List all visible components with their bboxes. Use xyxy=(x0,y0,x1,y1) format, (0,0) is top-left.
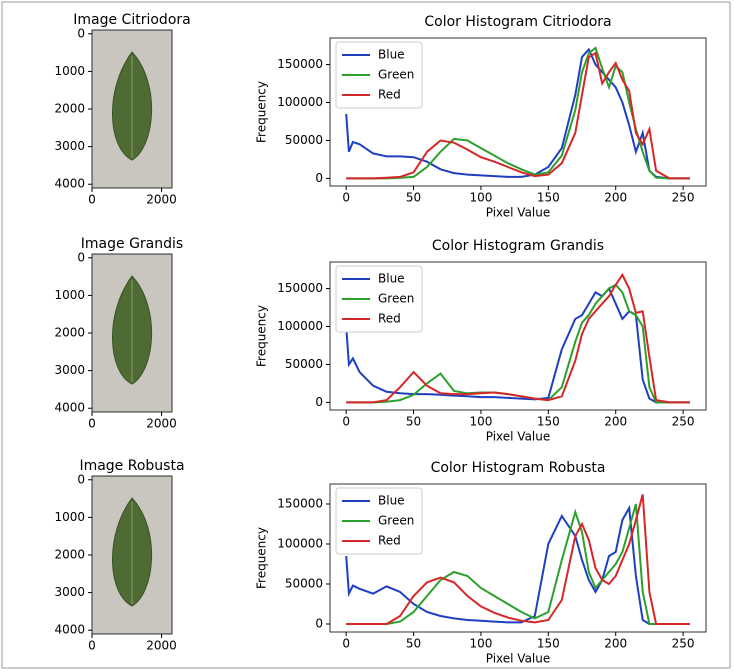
chart-title: Color Histogram Citriodora xyxy=(424,14,611,30)
x-tick-label: 200 xyxy=(604,191,627,205)
x-tick-label: 0 xyxy=(88,639,96,653)
y-tick-label: 50000 xyxy=(285,133,323,147)
y-tick-label: 0 xyxy=(77,250,85,264)
legend-label: Blue xyxy=(378,48,405,62)
y-tick-label: 1000 xyxy=(54,510,85,524)
axes-frame xyxy=(329,261,707,411)
y-tick-label: 0 xyxy=(77,472,85,486)
legend-label: Red xyxy=(378,534,401,548)
y-tick-label: 0 xyxy=(315,171,323,185)
x-tick-label: 50 xyxy=(406,415,421,429)
legend-label: Blue xyxy=(378,272,405,286)
y-tick-label: 2000 xyxy=(54,102,85,116)
chart-title: Color Histogram Grandis xyxy=(432,238,604,254)
y-tick-label: 3000 xyxy=(54,585,85,599)
x-axis-label: Pixel Value xyxy=(486,652,551,666)
x-tick-label: 50 xyxy=(406,637,421,651)
y-tick-label: 3000 xyxy=(54,363,85,377)
y-tick-label: 1000 xyxy=(54,288,85,302)
series-line xyxy=(346,494,690,625)
axes-frame xyxy=(329,483,707,633)
x-tick-label: 0 xyxy=(88,193,96,207)
image-title: Image Citriodora xyxy=(73,12,190,28)
y-tick-label: 4000 xyxy=(54,623,85,637)
x-tick-label: 200 xyxy=(604,415,627,429)
legend-box xyxy=(335,265,423,333)
x-tick-label: 0 xyxy=(342,637,350,651)
x-tick-label: 0 xyxy=(88,417,96,431)
x-tick-label: 250 xyxy=(672,191,695,205)
y-tick-label: 1000 xyxy=(54,64,85,78)
series-line xyxy=(345,47,690,180)
legend-label: Blue xyxy=(378,494,405,508)
x-tick-label: 150 xyxy=(537,191,560,205)
y-tick-label: 150000 xyxy=(277,497,323,511)
series-line xyxy=(346,51,690,180)
series-line xyxy=(346,272,690,404)
y-tick-label: 50000 xyxy=(285,577,323,591)
x-tick-label: 0 xyxy=(342,415,350,429)
x-tick-label: 100 xyxy=(469,191,492,205)
y-tick-label: 100000 xyxy=(277,537,323,551)
y-tick-label: 0 xyxy=(77,26,85,40)
x-tick-label: 100 xyxy=(469,415,492,429)
y-tick-label: 3000 xyxy=(54,139,85,153)
y-tick-label: 2000 xyxy=(54,548,85,562)
y-tick-label: 150000 xyxy=(277,281,323,295)
legend-box xyxy=(335,487,423,555)
x-tick-label: 50 xyxy=(406,191,421,205)
y-axis-label: Frequency xyxy=(255,305,269,367)
x-axis-label: Pixel Value xyxy=(486,206,551,220)
x-tick-label: 250 xyxy=(672,415,695,429)
x-tick-label: 250 xyxy=(672,637,695,651)
chart-title: Color Histogram Robusta xyxy=(431,460,606,476)
x-tick-label: 2000 xyxy=(146,639,177,653)
y-axis-label: Frequency xyxy=(255,81,269,143)
y-tick-label: 2000 xyxy=(54,326,85,340)
legend-box xyxy=(335,41,423,109)
axes-frame xyxy=(329,37,707,187)
y-tick-label: 50000 xyxy=(285,357,323,371)
x-tick-label: 0 xyxy=(342,191,350,205)
x-tick-label: 100 xyxy=(469,637,492,651)
y-tick-label: 100000 xyxy=(277,95,323,109)
legend-label: Red xyxy=(378,312,401,326)
image-title: Image Robusta xyxy=(79,458,184,474)
x-tick-label: 2000 xyxy=(146,417,177,431)
x-tick-label: 150 xyxy=(537,637,560,651)
y-tick-label: 0 xyxy=(315,395,323,409)
y-tick-label: 150000 xyxy=(277,57,323,71)
image-title: Image Grandis xyxy=(81,236,183,252)
series-line xyxy=(346,503,690,625)
x-tick-label: 150 xyxy=(537,415,560,429)
y-tick-label: 4000 xyxy=(54,177,85,191)
legend-label: Green xyxy=(378,292,414,306)
legend-label: Red xyxy=(378,88,401,102)
legend-label: Green xyxy=(378,514,414,528)
y-tick-label: 100000 xyxy=(277,319,323,333)
y-tick-label: 0 xyxy=(315,617,323,631)
legend-label: Green xyxy=(378,68,414,82)
x-tick-label: 200 xyxy=(604,637,627,651)
y-tick-label: 4000 xyxy=(54,401,85,415)
series-line xyxy=(345,504,690,625)
x-tick-label: 2000 xyxy=(146,193,177,207)
y-axis-label: Frequency xyxy=(255,527,269,589)
x-axis-label: Pixel Value xyxy=(486,430,551,444)
